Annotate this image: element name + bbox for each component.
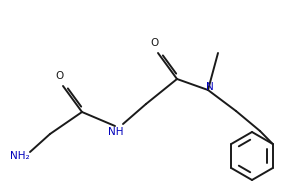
Text: N: N	[206, 82, 214, 92]
Text: NH₂: NH₂	[10, 151, 30, 161]
Text: NH: NH	[108, 127, 124, 137]
Text: O: O	[56, 71, 64, 81]
Text: O: O	[151, 38, 159, 48]
